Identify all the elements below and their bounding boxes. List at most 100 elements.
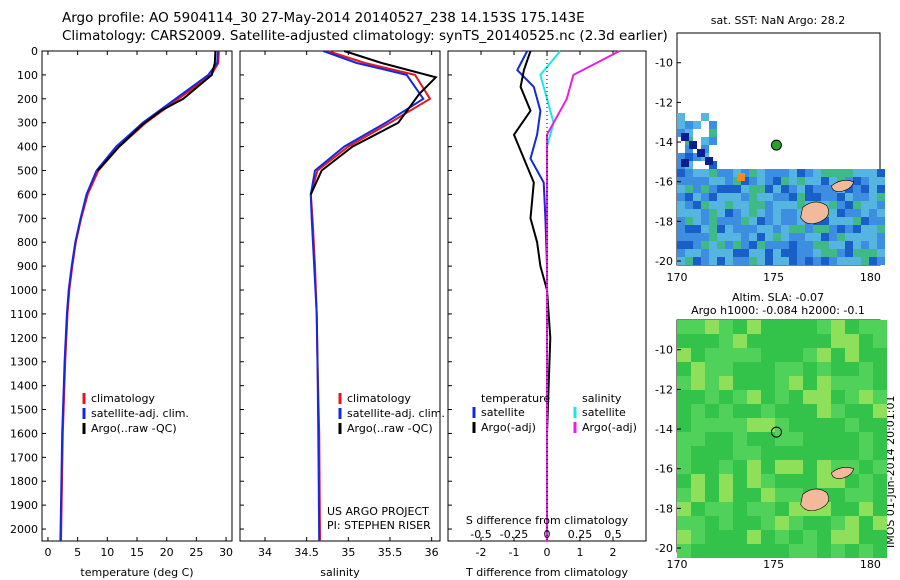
sla_map-cell — [733, 390, 747, 404]
sla_map-cell — [733, 362, 747, 376]
sla_map-cell — [803, 334, 817, 348]
sla_map-cell — [817, 530, 831, 544]
sla_map-cell — [817, 390, 831, 404]
sla_map-cell — [859, 474, 873, 488]
sst_map-cell — [701, 257, 709, 265]
sla_map-cell — [705, 404, 719, 418]
sla_map-cell — [803, 544, 817, 558]
sla_map-cell — [733, 502, 747, 516]
sla_map-cell — [859, 446, 873, 460]
sst_map-cell — [765, 257, 773, 265]
sla_map-cell — [761, 334, 775, 348]
sst_map-cell — [685, 217, 693, 225]
sla_map-cell — [691, 544, 705, 558]
sst_map-cell — [765, 225, 773, 233]
sla_map-cell — [761, 460, 775, 474]
sst_map-cell — [709, 129, 717, 137]
sst_map-cell — [821, 257, 829, 265]
sst_map-cell — [789, 233, 797, 241]
sla_map-cell — [845, 474, 859, 488]
sst-map-title: sat. SST: NaN Argo: 28.2 — [711, 14, 845, 27]
sst_map-cell — [829, 169, 837, 177]
sst_map-cell — [717, 209, 725, 217]
temperature-ytick-label: 1100 — [10, 308, 38, 321]
sla_map-cell — [747, 348, 761, 362]
sst_map-cell — [685, 177, 693, 185]
sla_map-cell — [803, 418, 817, 432]
sla_map-cell — [859, 460, 873, 474]
sla_map-cell — [733, 488, 747, 502]
sla_map-cell — [831, 530, 845, 544]
temperature-xtick-label: 15 — [130, 546, 144, 559]
sst_map-cell — [837, 257, 845, 265]
differences-xlabel: T difference from climatology — [465, 566, 628, 579]
sst_map-cell — [765, 249, 773, 257]
sst_map-cell — [681, 133, 689, 141]
differences-series-line — [539, 50, 561, 541]
sla_map-cell — [873, 418, 887, 432]
sla_map-cell — [705, 348, 719, 362]
sst_map-cell — [845, 257, 853, 265]
sla_map-ytick-label: -20 — [655, 542, 673, 555]
sst_map-cell — [733, 249, 741, 257]
temperature-ytick-label: 500 — [17, 165, 38, 178]
sst_map-cell — [869, 257, 877, 265]
sst_map-cell — [869, 233, 877, 241]
temperature-legend-label: satellite-adj. clim. — [91, 407, 189, 420]
sst_map-cell — [773, 185, 781, 193]
sla_map-cell — [747, 502, 761, 516]
sst_map-cell — [701, 113, 709, 121]
sst_map-cell — [701, 137, 709, 145]
sst_map-cell — [677, 241, 685, 249]
sla_map-cell — [747, 488, 761, 502]
sst_map-cell — [725, 233, 733, 241]
sla_map-cell — [803, 460, 817, 474]
sla_map-cell — [761, 320, 775, 334]
sst_map-cell — [829, 201, 837, 209]
sst_map-cell — [701, 209, 709, 217]
sla_map-cell — [705, 418, 719, 432]
sst_map-cell — [765, 209, 773, 217]
sla_map-cell — [775, 362, 789, 376]
sst_map-cell — [725, 193, 733, 201]
sst_map-cell — [789, 249, 797, 257]
sla_map-cell — [775, 334, 789, 348]
sst_map-cell — [821, 217, 829, 225]
sst_map-cell — [749, 209, 757, 217]
temperature-ytick-label: 100 — [17, 69, 38, 82]
sst_map-cell — [685, 153, 693, 161]
sst_map-cell — [813, 249, 821, 257]
sst_map-cell — [749, 249, 757, 257]
sla_map-cell — [677, 432, 691, 446]
sst_map-cell — [709, 177, 717, 185]
sst_map-ytick-label: -16 — [655, 176, 673, 189]
sst_map-cell — [701, 185, 709, 193]
sla_map-cell — [775, 488, 789, 502]
salinity-frame — [239, 50, 441, 542]
sst_map-cell — [701, 169, 709, 177]
sst_map-cell — [725, 177, 733, 185]
sst_map-cell — [725, 185, 733, 193]
sla_map-cell — [747, 418, 761, 432]
sla_map-cell — [873, 334, 887, 348]
sst_map-cell — [765, 217, 773, 225]
sla_map-cell — [845, 362, 859, 376]
sst_map-cell — [701, 177, 709, 185]
sst_map-cell — [853, 209, 861, 217]
sst_map-cell — [685, 169, 693, 177]
sla_map-cell — [775, 530, 789, 544]
sla_map-cell — [691, 502, 705, 516]
sla_map-cell — [719, 446, 733, 460]
sst_map-cell — [861, 169, 869, 177]
sst_map-cell — [837, 225, 845, 233]
sst_map-cell — [781, 209, 789, 217]
sst_map-cell — [733, 233, 741, 241]
sst_map-cell — [709, 201, 717, 209]
sst_map-cell — [725, 169, 733, 177]
sla_map-cell — [789, 446, 803, 460]
sst_map-cell — [709, 137, 717, 145]
sst_map-cell — [733, 225, 741, 233]
sst_map-cell — [789, 177, 797, 185]
sla_map-cell — [831, 432, 845, 446]
